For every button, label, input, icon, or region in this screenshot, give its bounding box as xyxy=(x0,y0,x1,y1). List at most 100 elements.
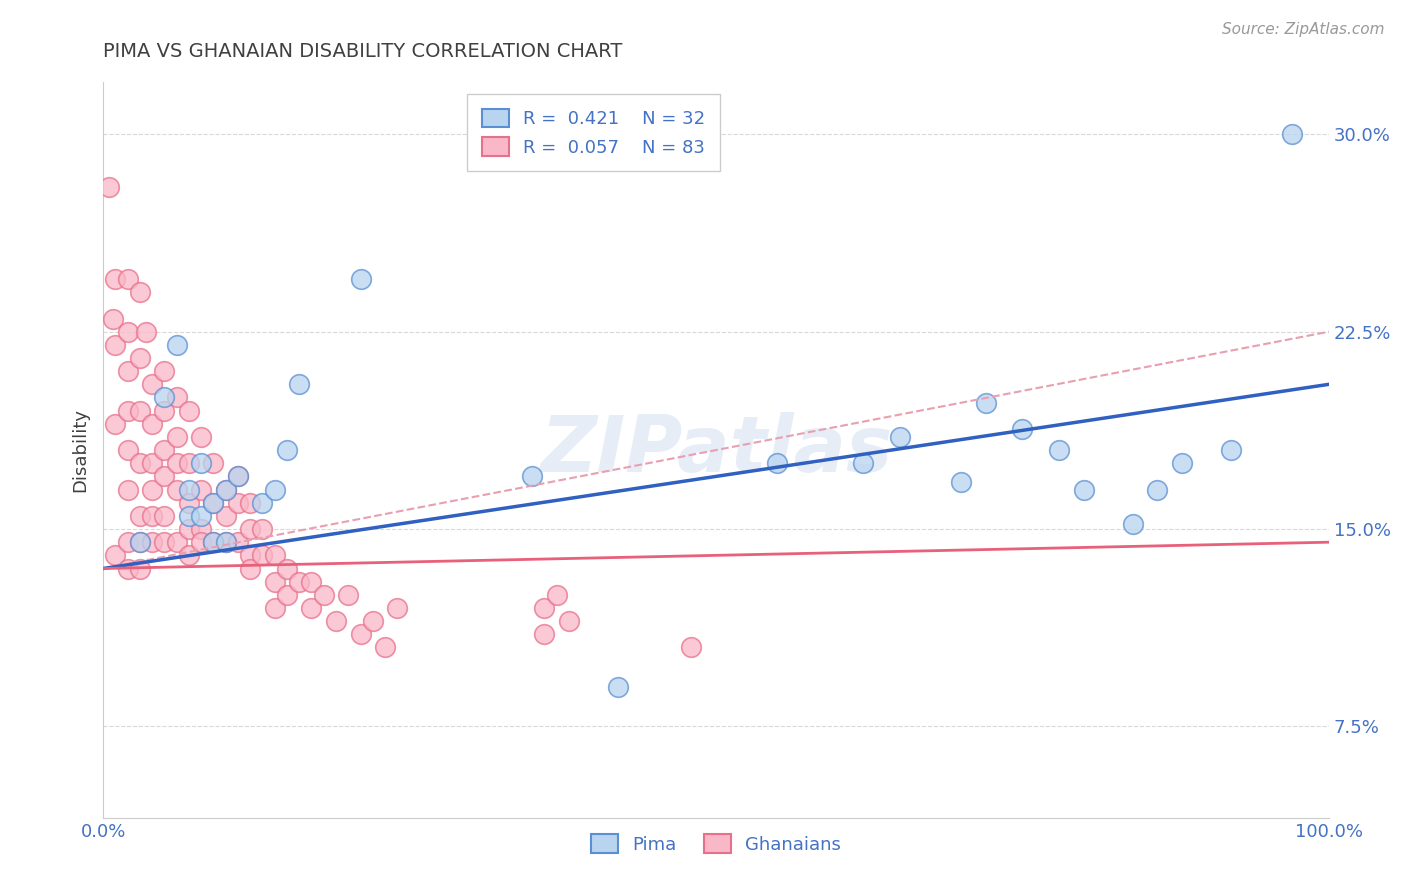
Point xyxy=(215,483,238,497)
Legend: R =  0.421    N = 32, R =  0.057    N = 83: R = 0.421 N = 32, R = 0.057 N = 83 xyxy=(467,95,720,171)
Point xyxy=(276,443,298,458)
Text: ZIPatlas: ZIPatlas xyxy=(540,412,891,488)
Point xyxy=(558,614,581,628)
Y-axis label: Disability: Disability xyxy=(72,409,89,492)
Point xyxy=(374,640,396,655)
Point xyxy=(190,456,212,470)
Point xyxy=(766,456,789,470)
Point xyxy=(177,483,200,497)
Point xyxy=(606,680,628,694)
Point xyxy=(177,508,200,523)
Point xyxy=(226,469,249,483)
Point xyxy=(337,588,360,602)
Point xyxy=(117,561,139,575)
Point xyxy=(166,430,188,444)
Point xyxy=(153,364,176,378)
Point xyxy=(301,601,323,615)
Point xyxy=(141,456,163,470)
Point xyxy=(166,391,188,405)
Point xyxy=(190,535,212,549)
Point xyxy=(117,403,139,417)
Point xyxy=(288,574,311,589)
Point xyxy=(263,574,285,589)
Point xyxy=(276,588,298,602)
Point xyxy=(177,403,200,417)
Point xyxy=(239,496,262,510)
Point xyxy=(104,338,127,352)
Point xyxy=(288,377,311,392)
Point xyxy=(177,496,200,510)
Point xyxy=(166,338,188,352)
Point xyxy=(533,601,555,615)
Point xyxy=(1219,443,1241,458)
Point xyxy=(301,574,323,589)
Point xyxy=(1281,128,1303,142)
Point xyxy=(681,640,703,655)
Point xyxy=(520,469,543,483)
Point xyxy=(129,535,152,549)
Point xyxy=(852,456,875,470)
Point xyxy=(141,483,163,497)
Point xyxy=(141,417,163,431)
Point xyxy=(117,272,139,286)
Point xyxy=(533,627,555,641)
Point xyxy=(215,535,238,549)
Point xyxy=(1073,483,1095,497)
Point xyxy=(117,483,139,497)
Point xyxy=(117,325,139,339)
Point xyxy=(129,456,152,470)
Point xyxy=(101,311,124,326)
Point xyxy=(135,325,157,339)
Point xyxy=(117,535,139,549)
Point xyxy=(263,483,285,497)
Text: PIMA VS GHANAIAN DISABILITY CORRELATION CHART: PIMA VS GHANAIAN DISABILITY CORRELATION … xyxy=(103,42,623,61)
Point xyxy=(129,561,152,575)
Point xyxy=(153,535,176,549)
Point xyxy=(177,549,200,563)
Point xyxy=(546,588,568,602)
Point xyxy=(153,403,176,417)
Point xyxy=(202,456,225,470)
Point xyxy=(104,272,127,286)
Point xyxy=(263,549,285,563)
Point xyxy=(98,180,121,194)
Point xyxy=(252,496,274,510)
Point xyxy=(104,549,127,563)
Point xyxy=(190,430,212,444)
Point xyxy=(141,377,163,392)
Point xyxy=(325,614,347,628)
Point xyxy=(190,522,212,536)
Point xyxy=(1146,483,1168,497)
Point xyxy=(190,508,212,523)
Point xyxy=(889,430,911,444)
Point xyxy=(226,496,249,510)
Point xyxy=(104,417,127,431)
Point xyxy=(129,351,152,365)
Point xyxy=(166,535,188,549)
Point xyxy=(141,535,163,549)
Point xyxy=(349,627,371,641)
Point xyxy=(1170,456,1192,470)
Point xyxy=(312,588,335,602)
Point xyxy=(215,535,238,549)
Point xyxy=(177,456,200,470)
Point xyxy=(1122,516,1144,531)
Point xyxy=(215,483,238,497)
Point xyxy=(1011,422,1033,436)
Point xyxy=(141,508,163,523)
Point xyxy=(263,601,285,615)
Point xyxy=(153,391,176,405)
Point xyxy=(166,456,188,470)
Point xyxy=(276,561,298,575)
Point xyxy=(117,443,139,458)
Point xyxy=(153,469,176,483)
Point xyxy=(153,443,176,458)
Point xyxy=(361,614,384,628)
Point xyxy=(252,522,274,536)
Point xyxy=(129,403,152,417)
Point xyxy=(202,496,225,510)
Point xyxy=(202,535,225,549)
Point xyxy=(387,601,409,615)
Point xyxy=(974,396,997,410)
Point xyxy=(166,483,188,497)
